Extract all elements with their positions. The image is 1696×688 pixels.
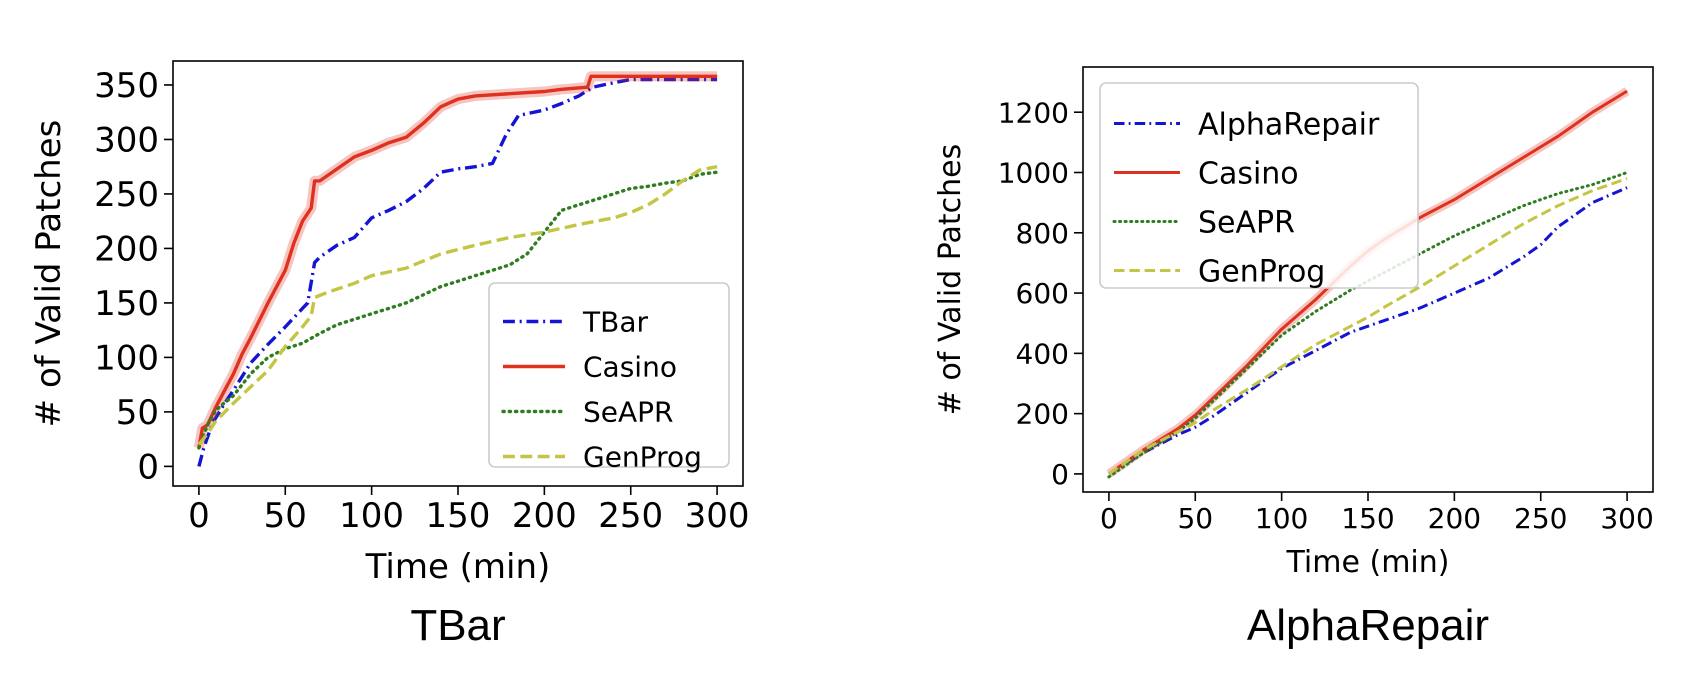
y-tick-label: 1200 bbox=[998, 96, 1069, 129]
y-tick-label: 0 bbox=[137, 448, 159, 488]
chart-caption: AlphaRepair bbox=[1247, 601, 1489, 650]
y-tick-label: 100 bbox=[94, 339, 159, 379]
legend-label-casino: Casino bbox=[1198, 156, 1299, 191]
x-tick-label: 100 bbox=[339, 496, 404, 536]
y-tick-label: 0 bbox=[1051, 458, 1069, 491]
x-tick-label: 0 bbox=[1100, 502, 1118, 535]
y-tick-label: 300 bbox=[94, 121, 159, 161]
chart-2: 0 50 100 150 200 250 300 0 200 400 600 800 1000 1200 T… bbox=[933, 66, 1654, 650]
series-line-genprog bbox=[1108, 177, 1628, 476]
series-line-genprog bbox=[197, 165, 718, 446]
x-tick-label: 200 bbox=[512, 496, 577, 536]
y-tick-label: 200 bbox=[1016, 398, 1069, 431]
legend-box bbox=[1099, 82, 1419, 289]
y-tick-label: 250 bbox=[94, 175, 159, 215]
legend-label-tbar: TBar bbox=[582, 306, 648, 339]
series-line-alpharepair bbox=[1108, 186, 1628, 476]
legend-label-seapr: SeAPR bbox=[583, 396, 674, 429]
y-tick-label: 50 bbox=[116, 393, 159, 433]
x-tick-label: 200 bbox=[1428, 502, 1481, 535]
x-tick-label: 150 bbox=[426, 496, 491, 536]
y-tick-label: 150 bbox=[94, 284, 159, 324]
x-axis-label: Time (min) bbox=[1286, 545, 1450, 580]
y-axis-label: # of Valid Patches bbox=[29, 120, 69, 428]
y-tick-label: 600 bbox=[1016, 277, 1069, 310]
y-tick-label: 800 bbox=[1016, 217, 1069, 250]
legend: TBar Casino SeAPR GenProg bbox=[488, 282, 730, 474]
series-line-casino bbox=[197, 74, 718, 449]
x-tick-label: 250 bbox=[598, 496, 663, 536]
y-tick-label: 200 bbox=[94, 230, 159, 270]
y-tick-label: 350 bbox=[94, 66, 159, 106]
legend: AlphaRepair Casino SeAPR GenProg bbox=[1099, 82, 1419, 289]
legend-box bbox=[488, 282, 730, 468]
series-line-tbar bbox=[197, 77, 718, 467]
y-tick-label: 400 bbox=[1016, 337, 1069, 370]
x-tick-label: 50 bbox=[264, 496, 307, 536]
x-tick-label: 300 bbox=[1600, 502, 1653, 535]
x-tick-label: 300 bbox=[685, 496, 750, 536]
x-tick-label: 250 bbox=[1514, 502, 1567, 535]
x-axis-label: Time (min) bbox=[365, 547, 551, 587]
legend-label-genprog: GenProg bbox=[1198, 254, 1325, 289]
legend-label-genprog: GenProg bbox=[583, 441, 702, 474]
series-line-seapr bbox=[197, 170, 719, 450]
y-axis-label: # of Valid Patches bbox=[933, 144, 968, 415]
x-tick-label: 0 bbox=[188, 496, 210, 536]
x-tick-label: 100 bbox=[1255, 502, 1308, 535]
y-tick-label: 1000 bbox=[998, 157, 1069, 190]
x-tick-label: 150 bbox=[1341, 502, 1394, 535]
chart-caption: TBar bbox=[410, 601, 505, 650]
chart-1: 0 50 100 150 200 250 300 0 50 100 150 200 250 300 350 T… bbox=[29, 60, 750, 650]
legend-label-seapr: SeAPR bbox=[1198, 205, 1295, 240]
legend-label-alpharepair: AlphaRepair bbox=[1198, 107, 1380, 142]
x-tick-label: 50 bbox=[1177, 502, 1213, 535]
legend-label-casino: Casino bbox=[583, 351, 677, 384]
